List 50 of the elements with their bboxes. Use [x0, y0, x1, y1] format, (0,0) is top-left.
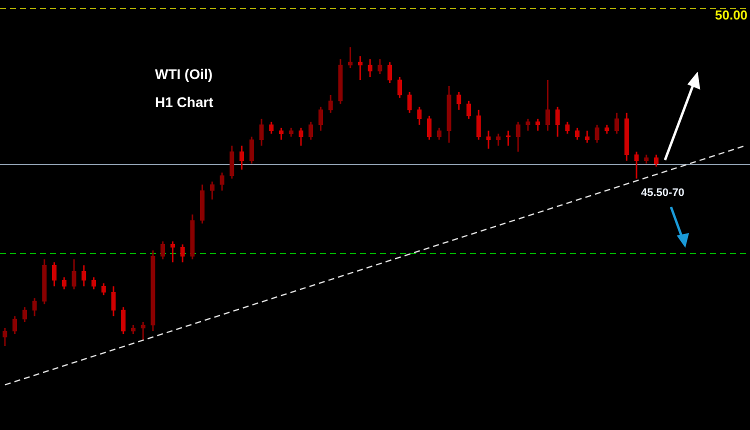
- candlestick: [368, 58, 372, 78]
- candlestick: [358, 55, 363, 81]
- text: 50.00: [715, 8, 748, 23]
- candlestick: [516, 121, 520, 152]
- candlestick: [476, 109, 481, 141]
- candlestick: [634, 150, 639, 180]
- candlestick: [220, 172, 224, 192]
- candlestick: [407, 91, 412, 114]
- annotation: WTI (Oil): [155, 66, 213, 82]
- candlestick: [545, 79, 550, 132]
- candlestick: [72, 258, 76, 290]
- candlestick: [574, 127, 580, 141]
- candlestick: [180, 244, 185, 264]
- candlestick: [614, 112, 620, 135]
- candlestick: [486, 130, 491, 150]
- candlestick: [2, 327, 8, 347]
- candlestick: [140, 321, 146, 341]
- candlestick: [555, 106, 560, 138]
- candlestick: [82, 264, 86, 287]
- candlestick: [456, 91, 462, 111]
- candlestick: [624, 112, 629, 162]
- candlestick: [150, 250, 156, 332]
- candlestick: [210, 180, 214, 200]
- candlestick: [446, 85, 452, 144]
- candlestick: [62, 276, 66, 290]
- annotation: H1 Chart: [155, 94, 214, 110]
- candlestick: [101, 282, 106, 296]
- candlestick: [121, 306, 126, 335]
- candlestick: [436, 127, 442, 141]
- candlestick: [594, 124, 600, 144]
- candlestick: [190, 214, 195, 260]
- candlestick: [318, 106, 324, 132]
- candlestick: [239, 145, 244, 170]
- candlestick: [348, 46, 353, 69]
- candlestick: [22, 306, 27, 323]
- candlestick: [328, 94, 333, 114]
- candlestick: [160, 240, 166, 260]
- candlestick: [298, 127, 304, 146]
- annotation: 45.50-70: [641, 187, 684, 200]
- candlestick: [269, 121, 274, 135]
- candlestick: [526, 118, 530, 132]
- candlestick: [308, 121, 314, 141]
- candlestick: [111, 285, 116, 317]
- candlestick: [259, 118, 264, 146]
- candlestick: [32, 297, 37, 317]
- candlestick: [426, 115, 432, 141]
- candlestick: [417, 106, 422, 126]
- candlestick: [230, 145, 234, 180]
- candlestick: [565, 121, 570, 135]
- candlestick: [466, 100, 472, 120]
